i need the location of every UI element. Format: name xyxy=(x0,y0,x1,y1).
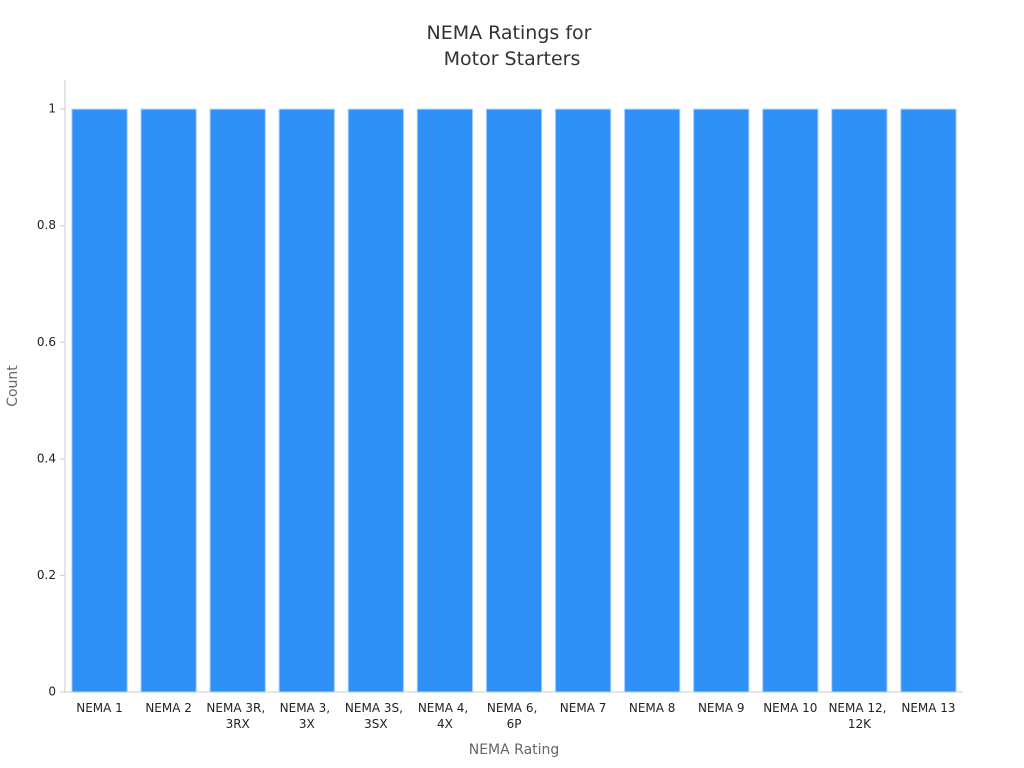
bar xyxy=(347,108,404,693)
x-tick-label: NEMA 7 xyxy=(560,701,607,715)
bar xyxy=(278,108,335,693)
y-tick-label: 0.8 xyxy=(37,218,56,232)
bar xyxy=(416,108,474,693)
x-tick-label: NEMA 3S, 3SX xyxy=(345,701,407,731)
x-tick-label: NEMA 12, 12K xyxy=(828,701,890,731)
y-tick-label: 1 xyxy=(48,102,56,116)
x-tick-label: NEMA 1 xyxy=(76,701,123,715)
x-tick-label: NEMA 8 xyxy=(629,701,676,715)
bar xyxy=(209,108,266,693)
y-tick-label: 0.2 xyxy=(37,568,56,582)
y-tick-label: 0.6 xyxy=(37,335,56,349)
x-tick-label: NEMA 13 xyxy=(901,701,955,715)
bar xyxy=(624,108,681,693)
y-tick-label: 0.4 xyxy=(37,451,56,465)
x-tick-label: NEMA 3R, 3RX xyxy=(206,701,269,731)
chart-title: NEMA Ratings for Motor Starters xyxy=(426,22,597,70)
bar xyxy=(71,108,128,693)
y-tick-label: 0 xyxy=(48,685,56,699)
x-tick-label: NEMA 4, 4X xyxy=(418,701,472,731)
bar xyxy=(554,108,612,693)
bar xyxy=(140,108,197,693)
x-axis-label: NEMA Rating xyxy=(469,742,560,758)
bar xyxy=(762,108,819,693)
bar xyxy=(831,108,888,693)
x-tick-label: NEMA 10 xyxy=(763,701,817,715)
y-axis-label: Count xyxy=(5,365,21,407)
x-tick-label: NEMA 9 xyxy=(698,701,745,715)
bar xyxy=(485,108,543,693)
x-tick-label: NEMA 3, 3X xyxy=(280,701,334,731)
bar xyxy=(900,108,957,693)
x-tick-label: NEMA 6, 6P xyxy=(487,701,541,731)
bar xyxy=(693,108,750,693)
x-tick-label: NEMA 2 xyxy=(145,701,192,715)
